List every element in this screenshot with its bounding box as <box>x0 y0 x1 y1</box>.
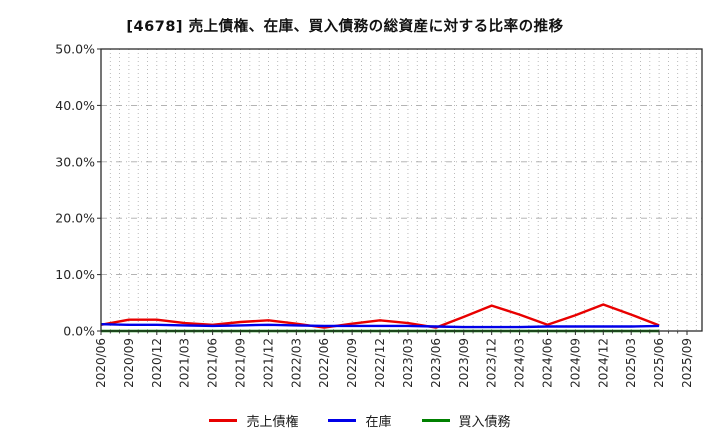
x-tick-label: 2024/03 <box>513 338 527 388</box>
x-tick-label: 2021/03 <box>178 338 192 388</box>
legend-label: 在庫 <box>365 414 392 430</box>
legend-label: 売上債権 <box>246 414 299 430</box>
series-line-在庫 <box>100 323 660 329</box>
legend-item-買入債務: 買入債務 <box>421 411 511 430</box>
x-tick-label: 2024/06 <box>540 338 554 388</box>
x-tick-label: 2024/12 <box>596 338 610 388</box>
x-tick-label: 2025/03 <box>624 338 638 388</box>
x-tick-label: 2021/12 <box>261 338 275 388</box>
x-tick-label: 2023/06 <box>429 338 443 388</box>
x-tick-label: 2020/06 <box>94 338 108 388</box>
y-tick-label: 0.0% <box>63 324 95 339</box>
x-tick-label: 2020/12 <box>150 338 164 388</box>
x-tick-label: 2023/09 <box>457 338 471 388</box>
x-tick-label: 2021/09 <box>234 338 248 388</box>
legend-line-icon <box>328 418 357 422</box>
x-tick-label: 2024/09 <box>568 338 582 388</box>
chart-legend: 売上債権 在庫 買入債務 <box>0 407 720 433</box>
legend-item-在庫: 在庫 <box>328 411 392 430</box>
y-tick-label: 30.0% <box>55 154 95 169</box>
x-tick-label: 2025/06 <box>652 338 666 388</box>
legend-label: 買入債務 <box>458 414 511 430</box>
x-tick-label: 2021/06 <box>206 338 220 388</box>
series-line-売上債権 <box>100 303 660 329</box>
y-tick-label: 50.0% <box>55 42 95 57</box>
x-tick-label: 2022/03 <box>289 338 303 388</box>
chart-title: [4678] 売上債権、在庫、買入債務の総資産に対する比率の推移 <box>126 19 564 35</box>
legend-line-icon <box>421 418 450 422</box>
x-tick-label: 2020/09 <box>122 338 136 388</box>
y-tick-label: 40.0% <box>55 98 95 113</box>
x-tick-label: 2023/03 <box>401 338 415 388</box>
y-tick-label: 10.0% <box>55 267 95 282</box>
x-tick-label: 2025/09 <box>680 338 694 388</box>
y-tick-label: 20.0% <box>55 211 95 226</box>
x-tick-label: 2022/06 <box>317 338 331 388</box>
plot-border <box>100 48 703 332</box>
legend-item-売上債権: 売上債権 <box>209 411 298 430</box>
legend-line-icon <box>209 418 238 422</box>
x-tick-label: 2023/12 <box>485 338 499 388</box>
x-tick-label: 2022/12 <box>373 338 387 388</box>
x-tick-label: 2022/09 <box>345 338 359 388</box>
